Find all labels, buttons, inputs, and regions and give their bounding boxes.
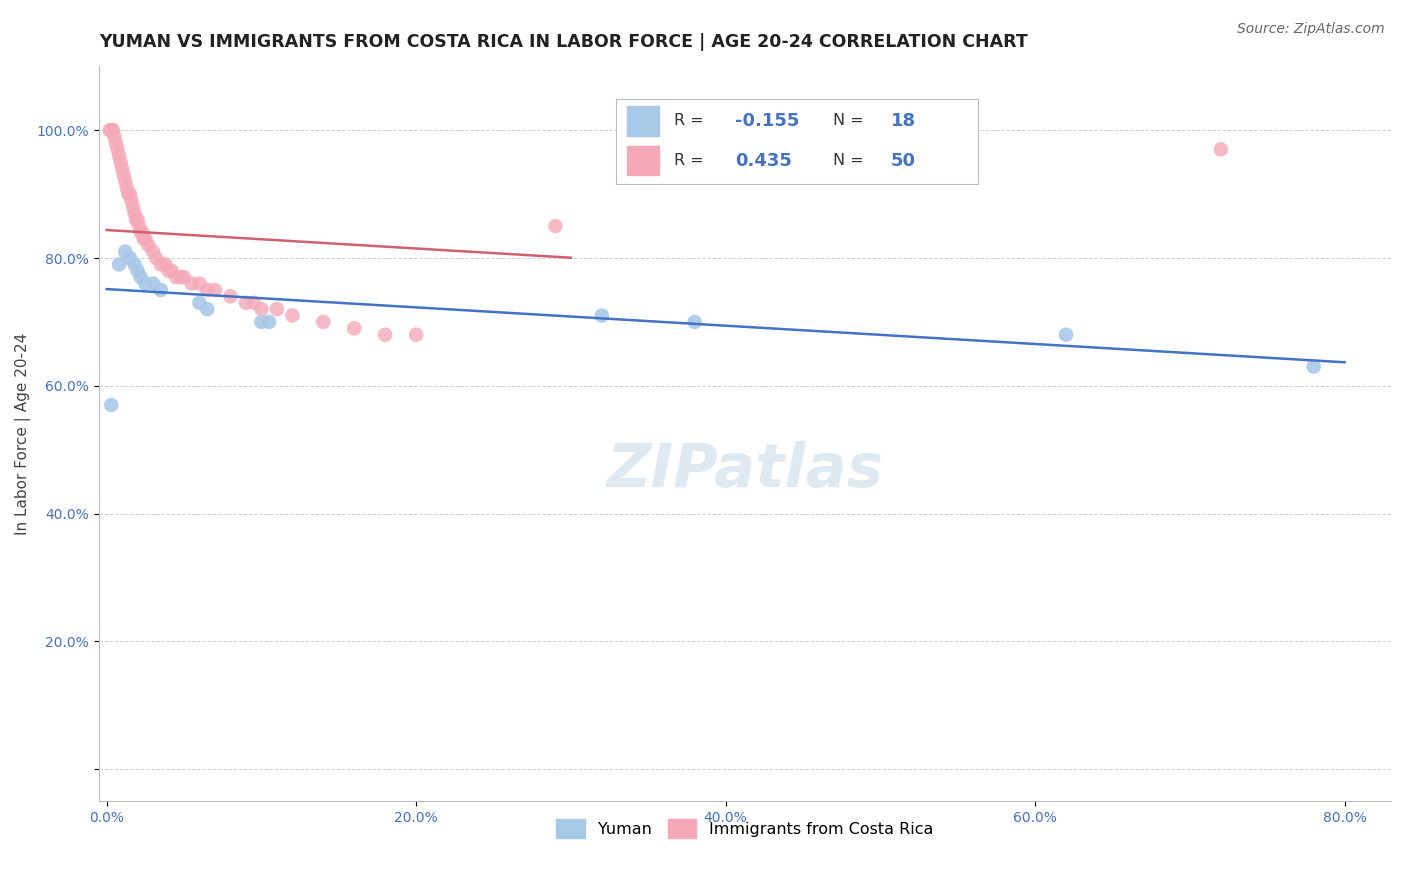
Point bbox=[170, 270, 193, 285]
Point bbox=[107, 142, 129, 156]
Point bbox=[180, 277, 202, 291]
Legend: Yuman, Immigrants from Costa Rica: Yuman, Immigrants from Costa Rica bbox=[550, 813, 941, 845]
Point bbox=[1054, 327, 1077, 342]
Point bbox=[374, 327, 396, 342]
Text: ZIPatlas: ZIPatlas bbox=[606, 441, 883, 500]
Point bbox=[165, 270, 187, 285]
Point bbox=[132, 232, 155, 246]
Point bbox=[110, 155, 132, 169]
Point bbox=[281, 309, 304, 323]
Point bbox=[145, 251, 167, 265]
Point bbox=[129, 226, 152, 240]
Point bbox=[98, 123, 121, 137]
Point bbox=[188, 277, 211, 291]
Point bbox=[1209, 142, 1232, 156]
Point bbox=[128, 219, 150, 233]
Point bbox=[101, 123, 124, 137]
Point bbox=[134, 277, 156, 291]
Point bbox=[160, 264, 183, 278]
Point bbox=[204, 283, 226, 297]
Point bbox=[112, 168, 135, 182]
Point bbox=[108, 149, 131, 163]
Point bbox=[134, 232, 156, 246]
Point bbox=[188, 295, 211, 310]
Point bbox=[127, 264, 149, 278]
Point bbox=[257, 315, 280, 329]
Point bbox=[343, 321, 366, 335]
Point bbox=[250, 315, 273, 329]
Point bbox=[235, 295, 257, 310]
Point bbox=[242, 295, 264, 310]
Point bbox=[149, 283, 172, 297]
Point bbox=[100, 398, 122, 412]
Point bbox=[104, 136, 127, 150]
Point bbox=[142, 244, 165, 259]
Text: YUMAN VS IMMIGRANTS FROM COSTA RICA IN LABOR FORCE | AGE 20-24 CORRELATION CHART: YUMAN VS IMMIGRANTS FROM COSTA RICA IN L… bbox=[98, 33, 1028, 51]
Point bbox=[111, 161, 134, 176]
Point bbox=[219, 289, 242, 303]
Point bbox=[103, 129, 125, 144]
Point bbox=[312, 315, 335, 329]
Point bbox=[266, 302, 288, 317]
Point bbox=[127, 212, 149, 227]
Point bbox=[250, 302, 273, 317]
Point bbox=[173, 270, 195, 285]
Y-axis label: In Labor Force | Age 20-24: In Labor Force | Age 20-24 bbox=[15, 333, 31, 535]
Point bbox=[405, 327, 427, 342]
Point bbox=[114, 174, 136, 188]
Point bbox=[129, 270, 152, 285]
Point bbox=[117, 187, 139, 202]
Point bbox=[115, 180, 138, 194]
Point bbox=[122, 200, 145, 214]
Point bbox=[149, 257, 172, 271]
Point bbox=[118, 251, 141, 265]
Point bbox=[1302, 359, 1324, 374]
Point bbox=[157, 264, 180, 278]
Point bbox=[124, 206, 146, 220]
Point bbox=[195, 283, 218, 297]
Point bbox=[591, 309, 613, 323]
Point bbox=[100, 123, 122, 137]
Point bbox=[544, 219, 567, 233]
Point bbox=[155, 257, 177, 271]
Point bbox=[118, 187, 141, 202]
Text: Source: ZipAtlas.com: Source: ZipAtlas.com bbox=[1237, 22, 1385, 37]
Point bbox=[683, 315, 706, 329]
Point bbox=[108, 257, 131, 271]
Point bbox=[142, 277, 165, 291]
Point bbox=[120, 194, 142, 208]
Point bbox=[124, 257, 146, 271]
Point bbox=[114, 244, 136, 259]
Point bbox=[138, 238, 160, 252]
Point bbox=[131, 226, 153, 240]
Point bbox=[195, 302, 218, 317]
Point bbox=[125, 212, 148, 227]
